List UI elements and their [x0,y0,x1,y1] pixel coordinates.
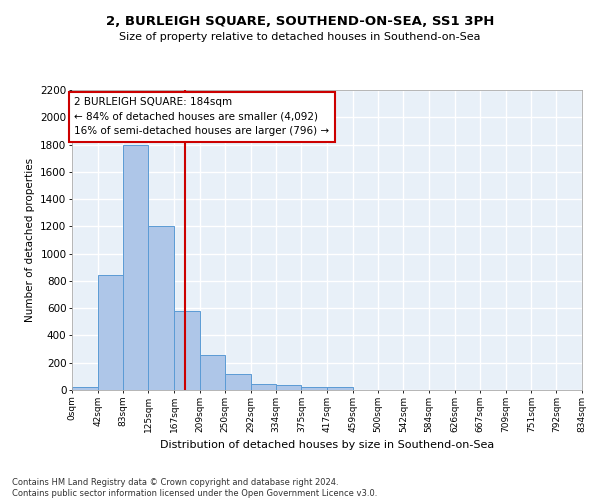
Bar [148,226,174,390]
Bar [301,386,327,390]
Text: 2, BURLEIGH SQUARE, SOUTHEND-ON-SEA, SS1 3PH: 2, BURLEIGH SQUARE, SOUTHEND-ON-SEA, SS1… [106,15,494,28]
Bar [225,374,251,390]
Bar [327,388,353,390]
Text: 2 BURLEIGH SQUARE: 184sqm
← 84% of detached houses are smaller (4,092)
16% of se: 2 BURLEIGH SQUARE: 184sqm ← 84% of detac… [74,97,329,136]
Y-axis label: Number of detached properties: Number of detached properties [25,158,35,322]
Bar [174,311,200,390]
Bar [72,386,98,390]
Bar [200,355,225,390]
X-axis label: Distribution of detached houses by size in Southend-on-Sea: Distribution of detached houses by size … [160,440,494,450]
Bar [123,144,148,390]
Text: Size of property relative to detached houses in Southend-on-Sea: Size of property relative to detached ho… [119,32,481,42]
Bar [98,276,123,390]
Text: Contains HM Land Registry data © Crown copyright and database right 2024.
Contai: Contains HM Land Registry data © Crown c… [12,478,377,498]
Bar [276,385,301,390]
Bar [251,384,276,390]
